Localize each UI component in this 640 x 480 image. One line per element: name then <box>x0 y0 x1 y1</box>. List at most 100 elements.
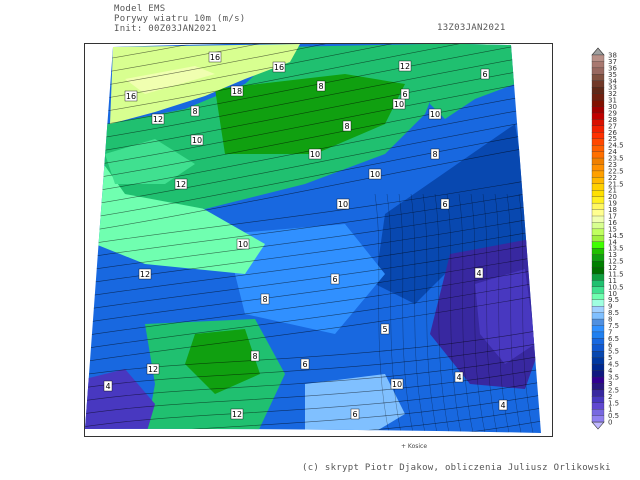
colorbar-tick-label: 30 <box>608 103 617 111</box>
colorbar-tick-label: 11 <box>608 277 617 285</box>
colorbar-tick-label: 35 <box>608 71 617 79</box>
colorbar-box <box>591 241 605 249</box>
value-label: 8 <box>318 82 323 91</box>
value-label: 10 <box>310 150 320 159</box>
colorbar-box <box>591 222 605 230</box>
colorbar-box <box>591 202 605 210</box>
value-label: 10 <box>394 100 404 109</box>
value-label: 10 <box>430 110 440 119</box>
value-label-box <box>428 108 442 120</box>
streamline <box>398 193 415 434</box>
value-label-box <box>190 134 204 146</box>
colorbar-tick-label: 1 <box>608 406 612 414</box>
value-label: 12 <box>140 270 150 279</box>
value-label: 8 <box>344 122 349 131</box>
value-label-box <box>236 238 250 250</box>
colorbar-box <box>591 112 605 120</box>
value-label: 10 <box>392 380 402 389</box>
colorbar-box <box>591 383 605 391</box>
colorbar-box <box>591 125 605 133</box>
colorbar-box <box>591 80 605 88</box>
value-label-box <box>230 408 244 420</box>
colorbar-box <box>591 357 605 365</box>
value-label: 16 <box>274 63 284 72</box>
value-label-box <box>138 268 152 280</box>
colorbar-tick-label: 17 <box>608 213 617 221</box>
streamline <box>85 75 541 169</box>
colorbar-tick-label: 9.5 <box>608 296 619 304</box>
colorbar-tick-label: 32 <box>608 90 617 98</box>
colorbar-box <box>591 190 605 198</box>
colorbar-box <box>591 74 605 82</box>
colorbar-box <box>591 132 605 140</box>
colorbar-tick-label: 13.5 <box>608 245 624 253</box>
streamline <box>85 277 541 351</box>
value-label-box <box>230 85 244 97</box>
value-label: 10 <box>370 170 380 179</box>
colorbar-box <box>591 215 605 223</box>
colorbar-box <box>591 61 605 69</box>
colorbar-box <box>591 409 605 416</box>
value-label: 4 <box>476 269 481 278</box>
value-label: 16 <box>210 53 220 62</box>
colorbar-box <box>591 248 605 255</box>
value-label: 12 <box>153 115 163 124</box>
value-label: 8 <box>192 107 197 116</box>
streamline <box>85 101 541 195</box>
field-region-mid-blue <box>225 224 385 334</box>
value-label-box <box>124 90 138 102</box>
colorbar-tick-label: 5.5 <box>608 348 619 356</box>
colorbar-tick-label: 13 <box>608 251 617 259</box>
value-label-box <box>250 350 260 362</box>
field-region-light-green <box>105 139 195 184</box>
value-label-box <box>380 323 390 335</box>
value-label: 12 <box>148 365 158 374</box>
value-label-box <box>300 358 310 370</box>
colorbar-tick-label: 8 <box>608 316 612 324</box>
colorbar-box <box>591 363 605 371</box>
colorbar-box <box>591 138 605 146</box>
value-label-box <box>103 380 113 392</box>
colorbar-tick-label: 22 <box>608 174 617 182</box>
streamline <box>85 49 541 143</box>
colorbar-under-triangle <box>591 421 605 430</box>
gust-field: 16 16 18 16 8 10 12 12 10 8 8 10 10 12 10 10 8 6 6 5 4 4 4 4 6 8 1… <box>85 44 541 434</box>
value-label: 10 <box>338 200 348 209</box>
colorbar-tick-label: 10 <box>608 290 617 298</box>
value-label: 6 <box>352 410 357 419</box>
value-label: 12 <box>176 180 186 189</box>
streamline <box>85 44 541 130</box>
value-label: 5 <box>382 325 387 334</box>
colorbar-tick-label: 11.5 <box>608 270 624 278</box>
colorbar-tick-label: 0 <box>608 419 612 427</box>
value-label-box <box>400 88 410 100</box>
streamline <box>85 127 541 221</box>
streamline <box>85 264 541 338</box>
colorbar-box <box>591 273 605 281</box>
colorbar-tick-label: 10.5 <box>608 283 624 291</box>
value-label: 12 <box>232 410 242 419</box>
colorbar-box <box>591 106 605 114</box>
colorbar-box <box>591 318 605 326</box>
colorbar-tick-label: 23.5 <box>608 155 624 163</box>
colorbar-box <box>591 402 605 410</box>
colorbar-tick-label: 2 <box>608 393 612 401</box>
streamline <box>85 390 541 434</box>
streamline <box>458 193 475 434</box>
streamline <box>434 193 451 434</box>
colorbar-box <box>591 267 605 275</box>
colorbar-tick-label: 6.5 <box>608 335 619 343</box>
value-label: 10 <box>238 240 248 249</box>
value-label-box <box>474 267 484 279</box>
city-marker-kosice: + Kosice <box>401 443 428 450</box>
value-label: 18 <box>232 87 242 96</box>
colorbar-box <box>591 286 605 294</box>
colorbar-tick-label: 5 <box>608 354 612 362</box>
value-label-box <box>368 168 382 180</box>
colorbar-tick-label: 3.5 <box>608 374 619 382</box>
colorbar-box <box>591 376 605 384</box>
streamline <box>85 338 541 390</box>
value-label-box <box>330 273 340 285</box>
colorbar-tick-label: 16 <box>608 219 617 227</box>
colorbar-box <box>591 119 605 127</box>
